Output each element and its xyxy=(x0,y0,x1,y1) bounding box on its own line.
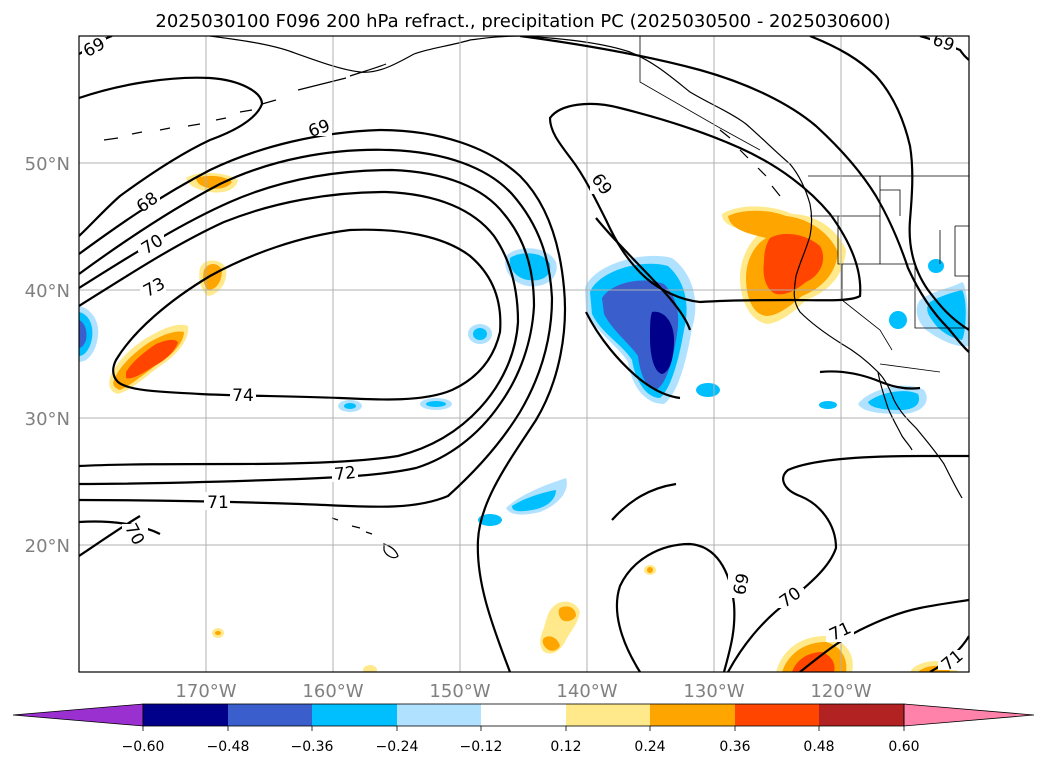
precip-blob-small xyxy=(215,631,221,635)
refractivity-contours xyxy=(79,36,969,672)
lon-label: 160°W xyxy=(302,681,363,702)
lon-label: 170°W xyxy=(175,681,236,702)
colorbar-ticks xyxy=(142,726,905,731)
colorbar-tick-label: −0.24 xyxy=(376,739,419,755)
baja-coast xyxy=(877,371,913,451)
precip-blob-small xyxy=(478,514,502,526)
colorbar: −0.60 −0.48 −0.36 −0.24 −0.12 0.12 0.24 … xyxy=(12,703,1035,755)
lon-label: 130°W xyxy=(683,681,744,702)
contour-labels: 69 69 69 69 68 70 73 74 72 71 70 69 70 xyxy=(80,30,967,672)
colorbar-bin xyxy=(735,704,819,726)
precip-blob-small xyxy=(647,567,653,573)
gulf-of-alaska-coast xyxy=(519,36,813,237)
colorbar-extend-low xyxy=(12,703,144,727)
contour-line xyxy=(809,36,969,331)
precip-blob-small xyxy=(363,665,377,672)
contour-line xyxy=(615,542,736,672)
contour-line xyxy=(79,148,554,508)
precip-blob-small xyxy=(696,383,720,397)
contour-line xyxy=(112,228,502,401)
aleutian-islands xyxy=(103,63,387,141)
contour-label: 69 xyxy=(730,572,754,597)
contour-line xyxy=(519,36,969,353)
precip-blob-small xyxy=(512,490,556,512)
contour-label: 71 xyxy=(207,493,229,513)
colorbar-tick-label: 0.36 xyxy=(719,739,750,755)
precip-blob-west xyxy=(79,320,87,348)
contour-line xyxy=(819,370,921,390)
lon-label: 140°W xyxy=(556,681,617,702)
precip-blob-south xyxy=(542,636,560,651)
us-canada-border-alaska xyxy=(639,36,761,151)
lat-label: 30°N xyxy=(25,409,70,430)
hawaii-islands xyxy=(331,517,399,559)
precip-blob-northwest xyxy=(196,175,232,189)
precip-blob-small xyxy=(819,401,837,409)
colorbar-bin xyxy=(312,704,397,726)
lon-label: 150°W xyxy=(429,681,490,702)
precip-blob-small xyxy=(344,403,356,409)
precip-blob-northwest xyxy=(203,264,222,290)
contour-line xyxy=(585,217,692,400)
longitude-labels: 170°W 160°W 150°W 140°W 130°W 120°W xyxy=(175,681,871,702)
contour-line xyxy=(548,102,862,304)
colorbar-bin xyxy=(397,704,481,726)
precip-blob-small xyxy=(473,328,487,340)
colorbar-extend-high xyxy=(903,703,1035,727)
colorbar-bin xyxy=(650,704,735,726)
colorbar-frame xyxy=(142,703,905,727)
political-borders xyxy=(639,36,969,373)
precip-blob-small xyxy=(426,401,446,407)
colorbar-bin xyxy=(481,704,566,726)
contour-label: 74 xyxy=(232,386,254,406)
colorbar-tick-label: 0.48 xyxy=(803,739,834,755)
figure-title: 2025030100 F096 200 hPa refract., precip… xyxy=(155,11,890,32)
colorbar-bin xyxy=(228,704,312,726)
contour-line xyxy=(611,482,677,521)
precip-blob-small xyxy=(889,311,907,329)
contour-line xyxy=(79,76,264,237)
lat-label: 50°N xyxy=(25,154,70,175)
lat-label: 40°N xyxy=(25,281,70,302)
contour-label: 72 xyxy=(333,463,357,485)
contour-line xyxy=(79,190,520,468)
precip-blob-baja xyxy=(868,391,920,410)
precip-blob-east-pacific xyxy=(650,311,674,374)
alaska-coast xyxy=(209,36,521,73)
colorbar-bin xyxy=(566,704,650,726)
latitude-labels: 50°N 40°N 30°N 20°N xyxy=(25,154,70,557)
colorbar-tick-label: 0.12 xyxy=(550,739,581,755)
contour-label: 69 xyxy=(930,30,957,56)
lat-label: 20°N xyxy=(25,536,70,557)
contour-line xyxy=(79,128,567,672)
bc-islands xyxy=(719,129,781,197)
colorbar-tick-label: −0.48 xyxy=(207,739,250,755)
contour-line xyxy=(79,168,536,486)
precip-blob-small xyxy=(928,259,944,273)
coastlines xyxy=(103,36,963,559)
state-borders xyxy=(810,176,969,373)
contour-line xyxy=(799,598,969,672)
colorbar-bin xyxy=(143,704,228,726)
colorbar-tick-label: −0.60 xyxy=(122,739,165,755)
precip-blob-california xyxy=(763,233,824,295)
colorbar-tick-label: 0.24 xyxy=(634,739,665,755)
colorbar-tick-label: −0.12 xyxy=(460,739,503,755)
precip-blob-south xyxy=(558,606,576,622)
map-frame xyxy=(78,35,970,673)
colorbar-tick-label: 0.60 xyxy=(888,739,919,755)
colorbar-tick-label: −0.36 xyxy=(291,739,334,755)
map-panel: 69 69 69 69 68 70 73 74 72 71 70 69 70 xyxy=(79,30,969,672)
precip-blob-central-pacific xyxy=(126,339,178,379)
contour-line xyxy=(79,515,161,557)
lon-label: 120°W xyxy=(810,681,871,702)
colorbar-bin xyxy=(819,704,904,726)
graticule xyxy=(79,36,969,672)
